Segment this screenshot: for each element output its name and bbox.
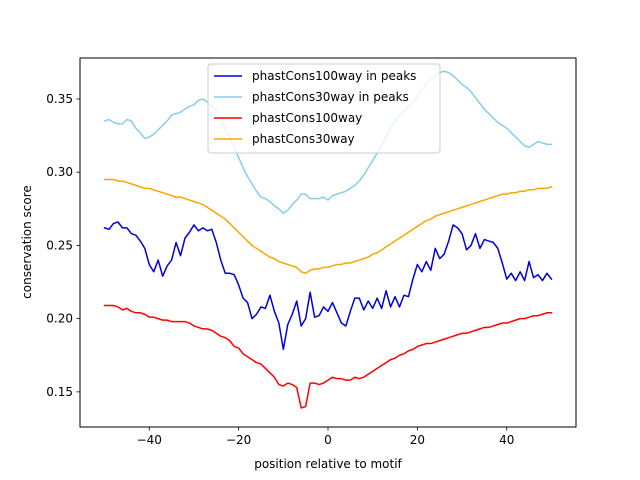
legend-label: phastCons30way in peaks <box>252 90 409 104</box>
legend-box <box>207 63 441 154</box>
series-layer <box>103 70 553 409</box>
y-tick-label: 0.25 <box>46 238 73 252</box>
x-tick-label: 0 <box>324 433 332 447</box>
y-tick-label: 0.35 <box>46 92 73 106</box>
legend-label: phastCons30way <box>252 132 355 146</box>
x-tick-label: 40 <box>499 433 514 447</box>
series-line-1 <box>103 221 553 351</box>
x-tick-label: 20 <box>410 433 425 447</box>
series-line-4 <box>103 178 553 274</box>
y-axis-label: conservation score <box>20 185 34 299</box>
x-tick-label: −20 <box>226 433 251 447</box>
series-line-3 <box>103 304 553 409</box>
legend-label: phastCons100way <box>252 111 362 125</box>
y-axis: 0.15 0.20 0.25 0.30 0.35 <box>46 92 80 399</box>
x-axis-label: position relative to motif <box>254 457 402 471</box>
y-tick-label: 0.15 <box>46 385 73 399</box>
legend-label: phastCons100way in peaks <box>252 69 416 83</box>
series-line-2 <box>103 70 553 214</box>
y-tick-label: 0.30 <box>46 165 73 179</box>
x-axis: −40 −20 0 20 40 <box>137 427 514 447</box>
y-tick-label: 0.20 <box>46 312 73 326</box>
legend: phastCons100way in peaks phastCons30way i… <box>207 63 441 154</box>
x-tick-label: −40 <box>137 433 162 447</box>
